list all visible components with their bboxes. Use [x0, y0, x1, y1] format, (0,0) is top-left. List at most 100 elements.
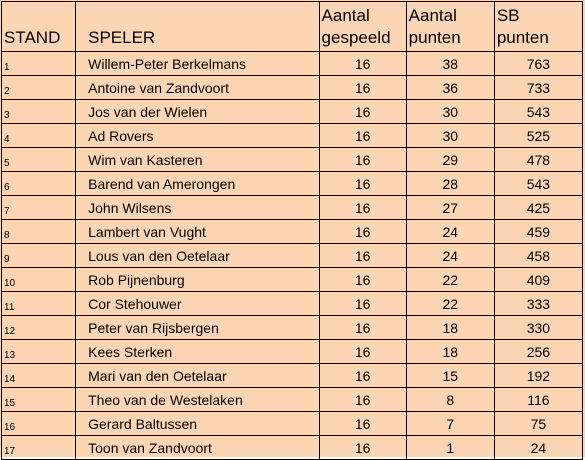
cell-player-name: Toon van Zandvoort	[75, 435, 320, 460]
cell-stand: 13	[0, 339, 77, 364]
cell-games-played: 16	[318, 219, 407, 244]
cell-games-played: 16	[318, 147, 407, 172]
cell-sb-points: 116	[493, 387, 584, 412]
header-sb-points: SB punten	[493, 1, 584, 52]
table-row: 9 Lous van den Oetelaar 16 24 458	[0, 243, 584, 268]
cell-points: 30	[405, 99, 495, 124]
cell-sb-points: 192	[493, 363, 584, 388]
cell-sb-points: 425	[493, 195, 584, 220]
cell-games-played: 16	[318, 267, 407, 292]
cell-stand: 4	[0, 123, 77, 148]
header-sb-points-line1: SB	[496, 6, 520, 25]
cell-points: 24	[405, 219, 495, 244]
header-speler-label: SPELER	[88, 28, 156, 47]
cell-points: 15	[405, 363, 495, 388]
cell-points: 30	[405, 123, 495, 148]
cell-stand: 9	[0, 243, 77, 268]
table-row: 13 Kees Sterken 16 18 256	[0, 339, 584, 364]
table-row: 5 Wim van Kasteren 16 29 478	[0, 147, 584, 172]
cell-points: 18	[405, 339, 495, 364]
cell-points: 36	[405, 75, 495, 100]
table-body: 1 Willem-Peter Berkelmans 16 38 763 2 Antoine …	[0, 51, 584, 460]
cell-player-name: Rob Pijnenburg	[75, 267, 320, 292]
header-points-line2: punten	[408, 28, 461, 47]
table-row: 8 Lambert van Vught 16 24 459	[0, 219, 584, 244]
cell-player-name: Jos van der Wielen	[75, 99, 320, 124]
table-row: 16 Gerard Baltussen 16 7 75	[0, 411, 584, 436]
cell-player-name: Mari van den Oetelaar	[75, 363, 320, 388]
cell-points: 7	[405, 411, 495, 436]
cell-sb-points: 525	[493, 123, 584, 148]
cell-games-played: 16	[318, 171, 407, 196]
cell-sb-points: 478	[493, 147, 584, 172]
cell-games-played: 16	[318, 243, 407, 268]
cell-sb-points: 330	[493, 315, 584, 340]
cell-games-played: 16	[318, 435, 407, 460]
table-header: STAND SPELER Aantal gespeeld Aantal punt…	[0, 1, 584, 52]
cell-points: 1	[405, 435, 495, 460]
cell-stand: 8	[0, 219, 77, 244]
cell-stand: 15	[0, 387, 77, 412]
table-row: 17 Toon van Zandvoort 16 1 24	[0, 435, 584, 460]
cell-games-played: 16	[318, 75, 407, 100]
header-stand: STAND	[0, 1, 77, 52]
cell-player-name: Lous van den Oetelaar	[75, 243, 320, 268]
cell-player-name: Theo van de Westelaken	[75, 387, 320, 412]
cell-player-name: John Wilsens	[75, 195, 320, 220]
cell-games-played: 16	[318, 315, 407, 340]
cell-stand: 14	[0, 363, 77, 388]
cell-points: 38	[405, 51, 495, 76]
cell-stand: 2	[0, 75, 77, 100]
cell-points: 24	[405, 243, 495, 268]
cell-stand: 11	[0, 291, 77, 316]
table-row: 15 Theo van de Westelaken 16 8 116	[0, 387, 584, 412]
cell-player-name: Gerard Baltussen	[75, 411, 320, 436]
cell-points: 18	[405, 315, 495, 340]
table-row: 6 Barend van Amerongen 16 28 543	[0, 171, 584, 196]
cell-sb-points: 459	[493, 219, 584, 244]
cell-player-name: Ad Rovers	[75, 123, 320, 148]
table-row: 4 Ad Rovers 16 30 525	[0, 123, 584, 148]
cell-games-played: 16	[318, 339, 407, 364]
header-row: STAND SPELER Aantal gespeeld Aantal punt…	[0, 1, 584, 52]
cell-sb-points: 543	[493, 99, 584, 124]
cell-games-played: 16	[318, 99, 407, 124]
header-games-played-line2: gespeeld	[321, 28, 391, 47]
header-points-line1: Aantal	[408, 6, 457, 25]
header-speler: SPELER	[75, 1, 320, 52]
cell-stand: 12	[0, 315, 77, 340]
cell-points: 29	[405, 147, 495, 172]
cell-player-name: Cor Stehouwer	[75, 291, 320, 316]
cell-sb-points: 256	[493, 339, 584, 364]
cell-player-name: Barend van Amerongen	[75, 171, 320, 196]
table-row: 7 John Wilsens 16 27 425	[0, 195, 584, 220]
cell-sb-points: 333	[493, 291, 584, 316]
table-row: 1 Willem-Peter Berkelmans 16 38 763	[0, 51, 584, 76]
cell-stand: 5	[0, 147, 77, 172]
cell-player-name: Peter van Rijsbergen	[75, 315, 320, 340]
cell-sb-points: 24	[493, 435, 584, 460]
cell-stand: 1	[0, 51, 77, 76]
table-row: 2 Antoine van Zandvoort 16 36 733	[0, 75, 584, 100]
cell-games-played: 16	[318, 123, 407, 148]
cell-games-played: 16	[318, 195, 407, 220]
table-row: 3 Jos van der Wielen 16 30 543	[0, 99, 584, 124]
cell-player-name: Willem-Peter Berkelmans	[75, 51, 320, 76]
cell-games-played: 16	[318, 363, 407, 388]
cell-sb-points: 75	[493, 411, 584, 436]
header-points: Aantal punten	[405, 1, 495, 52]
cell-player-name: Kees Sterken	[75, 339, 320, 364]
cell-points: 28	[405, 171, 495, 196]
cell-sb-points: 543	[493, 171, 584, 196]
cell-sb-points: 763	[493, 51, 584, 76]
cell-stand: 16	[0, 411, 77, 436]
cell-points: 22	[405, 291, 495, 316]
cell-player-name: Antoine van Zandvoort	[75, 75, 320, 100]
table-row: 12 Peter van Rijsbergen 16 18 330	[0, 315, 584, 340]
cell-sb-points: 409	[493, 267, 584, 292]
cell-games-played: 16	[318, 51, 407, 76]
table-row: 11 Cor Stehouwer 16 22 333	[0, 291, 584, 316]
table-row: 10 Rob Pijnenburg 16 22 409	[0, 267, 584, 292]
